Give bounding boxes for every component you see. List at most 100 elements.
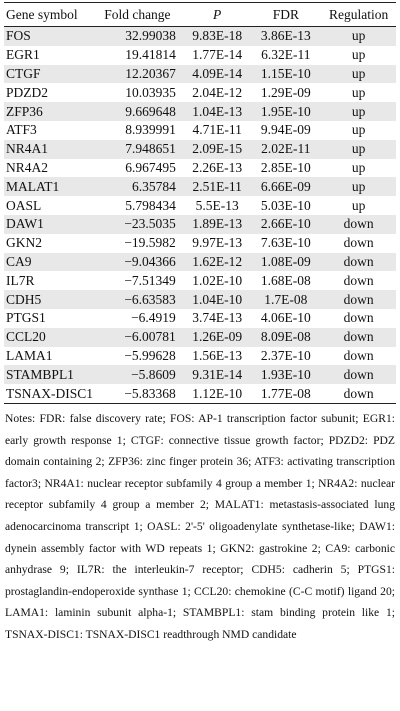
table-cell: 1.95E-10 — [260, 103, 311, 119]
table-cell: 6.66E-09 — [260, 178, 311, 194]
table-row: MALAT1 6.35784 2.51E-11 6.66E-09 up — [4, 177, 396, 197]
table-cell: 1.56E-13 — [192, 347, 243, 363]
table-cell: 7.948651 — [125, 141, 176, 157]
table-row: CA9 −9.04366 1.62E-12 1.08E-09 down — [4, 252, 396, 272]
table-cell: down — [343, 253, 374, 269]
table-cell: OASL — [6, 197, 42, 213]
table-cell: 9.83E-18 — [192, 28, 243, 44]
table-cell: 1.26E-09 — [192, 329, 243, 345]
table-cell: 1.04E-10 — [192, 291, 243, 307]
table-cell: up — [351, 141, 366, 157]
table-cell: down — [343, 329, 374, 345]
table-cell: CTGF — [6, 65, 41, 81]
table-row: TSNAX-DISC1 −5.83368 1.12E-10 1.77E-08 down — [4, 384, 396, 404]
table-row: CCL20 −6.00781 1.26E-09 8.09E-08 down — [4, 327, 396, 347]
table-row: GKN2 −19.5982 9.97E-13 7.63E-10 down — [4, 234, 396, 253]
table-cell: 1.02E-10 — [192, 272, 243, 288]
table-cell: −9.04366 — [124, 253, 176, 269]
table-cell: PTGS1 — [6, 310, 46, 326]
table-cell: down — [343, 235, 374, 251]
table-cell: up — [351, 122, 366, 138]
header-cell: Regulation — [321, 2, 396, 27]
table-cell: 1.04E-13 — [192, 103, 243, 119]
table-cell: −23.5035 — [124, 216, 176, 232]
table-cell: 1.08E-09 — [260, 253, 311, 269]
table-row: CDH5 −6.63583 1.04E-10 1.7E-08 down — [4, 290, 396, 309]
table-cell: 12.20367 — [125, 65, 176, 81]
table-cell: 5.798434 — [125, 197, 176, 213]
table-row: IL7R −7.51349 1.02E-10 1.68E-08 down — [4, 271, 396, 290]
table-cell: 1.89E-13 — [192, 216, 243, 232]
table-cell: 19.41814 — [125, 47, 176, 63]
table-cell: up — [351, 47, 366, 63]
table-cell: 2.37E-10 — [260, 347, 311, 363]
table-cell: down — [343, 366, 374, 382]
header-row: Gene symbol Fold change P FDR Regulation — [4, 2, 396, 27]
table-cell: 2.02E-11 — [261, 141, 311, 157]
table-cell: 3.86E-13 — [260, 28, 311, 44]
table-cell: 4.71E-11 — [192, 122, 242, 138]
header-cell: Gene symbol — [4, 2, 97, 27]
table-cell: ATF3 — [6, 122, 37, 138]
table-row: PDZD2 10.03935 2.04E-12 1.29E-09 up — [4, 83, 396, 102]
table-cell: up — [351, 84, 366, 100]
table-cell: MALAT1 — [6, 178, 60, 194]
table-cell: 2.26E-13 — [192, 159, 243, 175]
table-cell: up — [351, 103, 366, 119]
table-cell: −5.99628 — [124, 347, 176, 363]
table-cell: 6.35784 — [131, 178, 176, 194]
table-row: ZFP36 9.669648 1.04E-13 1.95E-10 up — [4, 102, 396, 121]
table-cell: up — [351, 28, 366, 44]
table-cell: 4.06E-10 — [260, 310, 311, 326]
table-cell: 5.5E-13 — [195, 197, 239, 213]
table-cell: 1.7E-08 — [264, 291, 308, 307]
table-cell: down — [321, 384, 396, 404]
table-cell: CA9 — [6, 253, 32, 269]
table-row: OASL 5.798434 5.5E-13 5.03E-10 up — [4, 196, 396, 215]
table-cell: 1.93E-10 — [260, 366, 311, 382]
table-cell: down — [343, 272, 374, 288]
table-cell: 7.63E-10 — [260, 235, 311, 251]
table-cell: up — [351, 65, 366, 81]
table-cell: 32.99038 — [125, 28, 176, 44]
table-row: PTGS1 −6.4919 3.74E-13 4.06E-10 down — [4, 309, 396, 328]
table-cell: 9.97E-13 — [192, 235, 243, 251]
table-cell: up — [351, 178, 366, 194]
table-cell: down — [343, 347, 374, 363]
table-cell: 1.77E-14 — [192, 47, 243, 63]
table-cell: 1.12E-10 — [183, 384, 251, 404]
table-cell: 1.68E-08 — [260, 272, 311, 288]
table-cell: −6.4919 — [131, 310, 176, 326]
table-cell: −19.5982 — [124, 235, 176, 251]
table-cell: down — [343, 291, 374, 307]
table-cell: −6.63583 — [124, 291, 176, 307]
table-cell: EGR1 — [6, 47, 40, 63]
table-cell: −6.00781 — [124, 329, 176, 345]
table-cell: up — [351, 197, 366, 213]
table-cell: 2.85E-10 — [260, 159, 311, 175]
table-row: CTGF 12.20367 4.09E-14 1.15E-10 up — [4, 64, 396, 84]
table-cell: 2.51E-11 — [192, 178, 242, 194]
table-cell: DAW1 — [6, 216, 44, 232]
table-cell: 1.15E-10 — [260, 65, 311, 81]
header-cell: Fold change — [96, 2, 184, 27]
table-cell: 9.669648 — [125, 103, 176, 119]
header-cell: FDR — [250, 2, 322, 27]
table-cell: down — [343, 216, 374, 232]
table-cell: TSNAX-DISC1 — [4, 384, 97, 404]
table-row: ATF3 8.939991 4.71E-11 9.94E-09 up — [4, 121, 396, 140]
table-row: LAMA1 −5.99628 1.56E-13 2.37E-10 down — [4, 347, 396, 366]
table-row: FOS 32.99038 9.83E-18 3.86E-13 up — [4, 26, 396, 46]
table-cell: 2.09E-15 — [192, 141, 243, 157]
table-cell: 1.29E-09 — [260, 84, 311, 100]
table-cell: 1.77E-08 — [250, 384, 322, 404]
table-cell: IL7R — [6, 272, 35, 288]
table-cell: 2.04E-12 — [192, 84, 243, 100]
table-header: Gene symbol Fold change P FDR Regulation — [4, 2, 396, 27]
table-cell: GKN2 — [6, 235, 42, 251]
table-cell: NR4A1 — [6, 141, 49, 157]
table-cell: 10.03935 — [125, 84, 176, 100]
table-cell: −7.51349 — [124, 272, 176, 288]
table-cell: up — [351, 159, 366, 175]
